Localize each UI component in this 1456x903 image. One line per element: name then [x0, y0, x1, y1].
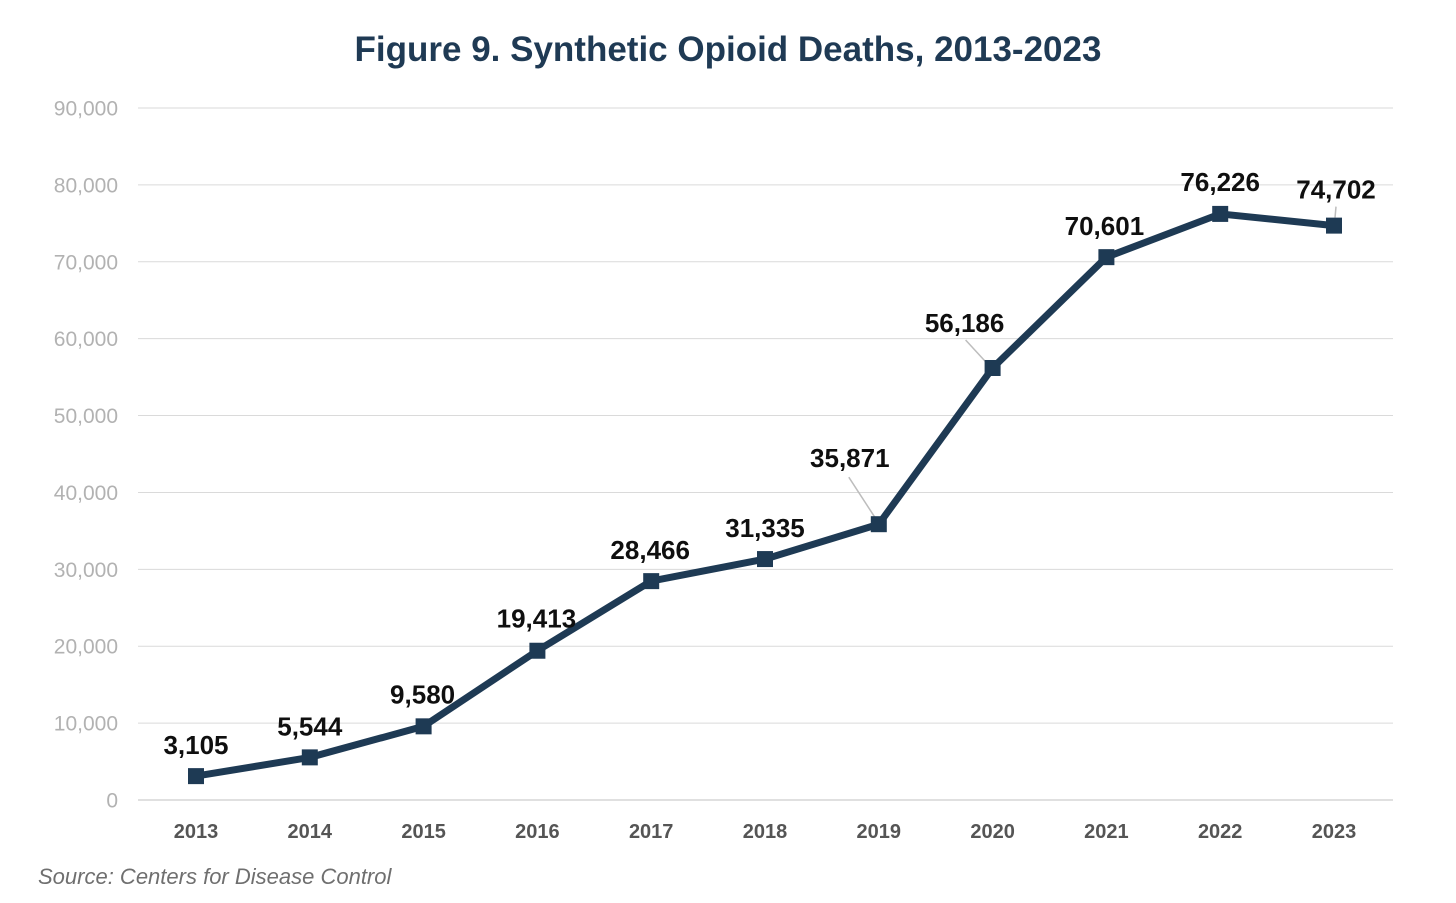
- y-tick-label: 40,000: [54, 482, 118, 505]
- data-point-marker: [757, 551, 773, 568]
- y-tick-label: 0: [106, 790, 118, 813]
- label-leader-line: [848, 476, 876, 518]
- y-tick-label: 30,000: [54, 559, 118, 582]
- data-label: 5,544: [277, 711, 343, 741]
- series-line: [195, 210, 1335, 780]
- x-tick-label: 2022: [1198, 821, 1243, 843]
- x-tick-label: 2019: [857, 821, 902, 843]
- data-point-marker: [870, 516, 887, 533]
- data-label: 28,466: [610, 535, 690, 565]
- y-tick-label: 90,000: [54, 98, 118, 121]
- data-point-marker: [529, 642, 546, 659]
- x-tick-label: 2020: [970, 821, 1015, 843]
- label-leader-line: [1334, 206, 1337, 218]
- data-point-marker: [984, 359, 1001, 376]
- data-label: 74,702: [1296, 175, 1376, 205]
- data-label: 9,580: [390, 679, 455, 709]
- data-label: 31,335: [725, 513, 805, 543]
- y-tick-label: 20,000: [54, 636, 118, 659]
- data-point-marker: [643, 573, 660, 590]
- data-point-marker: [1212, 205, 1229, 222]
- x-tick-label: 2013: [174, 821, 219, 843]
- y-tick-label: 60,000: [54, 328, 118, 351]
- data-label: 35,871: [810, 443, 890, 473]
- data-point-marker: [188, 768, 204, 785]
- data-label: 70,601: [1065, 211, 1145, 241]
- x-tick-label: 2017: [629, 821, 674, 843]
- chart-title: Figure 9. Synthetic Opioid Deaths, 2013-…: [354, 30, 1102, 69]
- x-tick-label: 2021: [1084, 821, 1129, 843]
- y-tick-label: 10,000: [54, 713, 118, 736]
- x-tick-label: 2015: [401, 821, 446, 843]
- data-label: 76,226: [1180, 167, 1260, 197]
- y-tick-label: 70,000: [54, 251, 118, 274]
- x-tick-label: 2023: [1312, 821, 1357, 843]
- data-label: 3,105: [163, 730, 228, 760]
- y-tick-label: 50,000: [54, 405, 118, 428]
- data-point-marker: [1098, 249, 1115, 266]
- source-note: Source: Centers for Disease Control: [38, 864, 392, 889]
- x-tick-label: 2016: [515, 821, 560, 843]
- data-point-marker: [415, 718, 432, 735]
- y-tick-label: 80,000: [54, 174, 118, 197]
- data-point-marker: [301, 749, 318, 766]
- x-tick-label: 2014: [288, 821, 333, 843]
- x-tick-label: 2018: [743, 821, 788, 843]
- data-label: 19,413: [497, 604, 577, 634]
- data-label: 56,186: [925, 308, 1005, 338]
- data-point-marker: [1326, 217, 1342, 234]
